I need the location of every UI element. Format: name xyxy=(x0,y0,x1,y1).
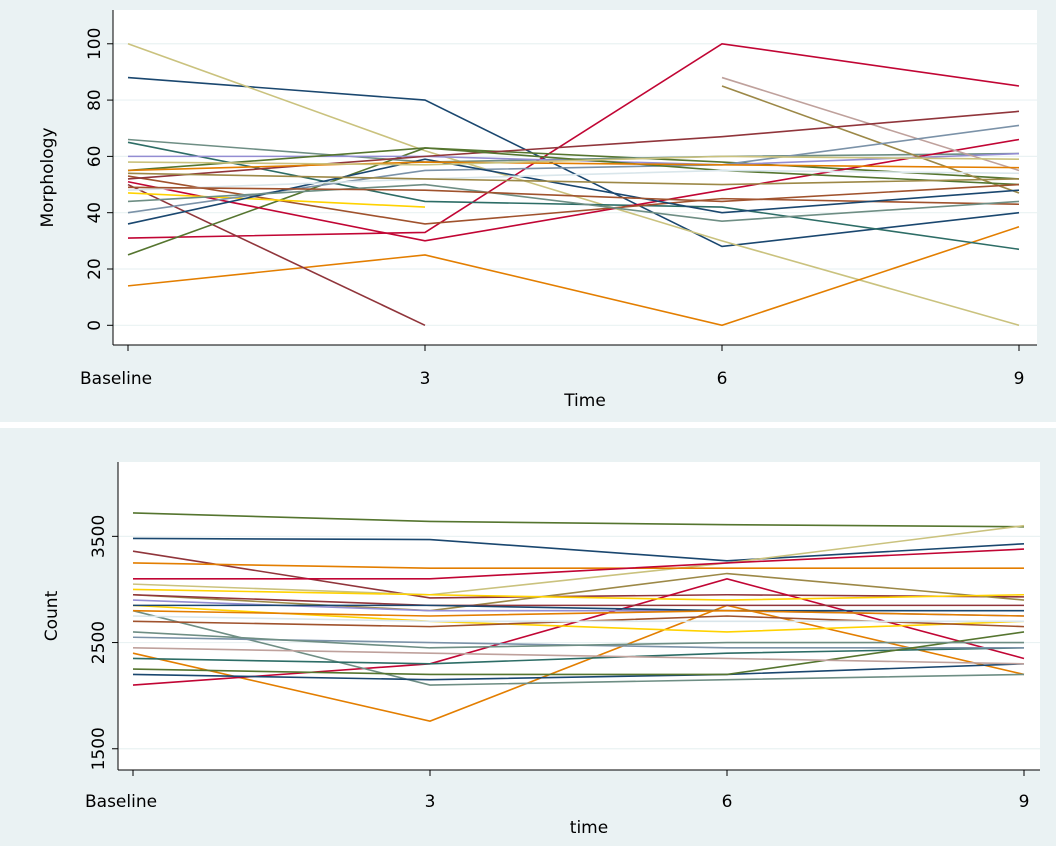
x-tick-label: 6 xyxy=(717,369,728,389)
series-line xyxy=(132,524,1025,596)
y-tick-label: 1500 xyxy=(89,727,109,770)
series-line xyxy=(132,609,1025,617)
plot-area xyxy=(118,462,1040,770)
series-line xyxy=(127,183,1020,203)
y-tick-label: 20 xyxy=(85,258,105,280)
series-line xyxy=(127,192,426,208)
series-line xyxy=(132,537,1025,562)
x-axis-title: Time xyxy=(563,391,606,411)
series-line xyxy=(132,562,1024,570)
x-tick-label: 9 xyxy=(1019,792,1030,812)
series-line xyxy=(127,172,1020,186)
y-tick-label: 0 xyxy=(85,320,105,331)
x-tick-label: 6 xyxy=(722,792,733,812)
plot-area xyxy=(113,10,1037,345)
y-tick-label: 3500 xyxy=(89,515,109,558)
series-line xyxy=(721,85,1020,194)
series-line xyxy=(127,76,1020,248)
series-line xyxy=(127,169,1020,191)
series-line xyxy=(132,550,1025,599)
x-axis-title: time xyxy=(570,818,608,838)
series-line xyxy=(127,183,426,327)
x-tick-label: 9 xyxy=(1014,369,1025,389)
series-line xyxy=(132,662,1025,681)
series-line xyxy=(127,147,1020,186)
series-line xyxy=(132,609,1025,686)
y-axis-title: Morphology xyxy=(38,128,58,228)
series-line xyxy=(127,161,1020,172)
series-line xyxy=(127,147,1020,256)
y-tick-label: 40 xyxy=(85,202,105,224)
series-line xyxy=(132,647,1025,665)
series-line xyxy=(132,647,1025,665)
series-line xyxy=(132,593,1024,607)
series-line xyxy=(132,604,1025,722)
series-line xyxy=(132,588,1025,601)
y-tick-label: 2500 xyxy=(89,621,109,664)
y-axis-title: Count xyxy=(42,590,62,641)
series-line xyxy=(132,631,1024,649)
series-line xyxy=(132,512,1025,528)
series-line xyxy=(132,572,1025,612)
series-line xyxy=(127,155,1020,166)
y-tick-label: 100 xyxy=(85,28,105,60)
x-tick-label: Baseline xyxy=(85,792,157,812)
series-line xyxy=(127,110,1020,180)
y-tick-label: 80 xyxy=(85,89,105,111)
x-tick-label: 3 xyxy=(425,792,436,812)
series-line xyxy=(127,42,1020,239)
series-line xyxy=(133,548,1025,580)
series-line xyxy=(127,138,1020,242)
series-line xyxy=(132,615,1024,623)
series-line xyxy=(133,604,1024,612)
series-line xyxy=(127,141,1020,251)
y-tick-label: 60 xyxy=(85,146,105,168)
series-line xyxy=(127,226,1020,327)
series-line xyxy=(127,158,1020,225)
x-tick-label: Baseline xyxy=(80,369,152,389)
x-tick-label: 3 xyxy=(420,369,431,389)
series-line xyxy=(127,183,1020,222)
series-line xyxy=(132,631,1025,676)
